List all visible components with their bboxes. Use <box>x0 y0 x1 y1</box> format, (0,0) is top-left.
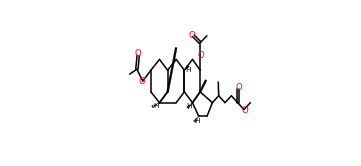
Text: O: O <box>235 83 242 92</box>
Text: O: O <box>198 51 205 60</box>
Text: O: O <box>135 49 142 58</box>
Text: H: H <box>153 103 159 109</box>
Polygon shape <box>167 47 177 92</box>
Text: H: H <box>194 118 200 124</box>
Text: H: H <box>185 67 190 73</box>
Text: O: O <box>188 31 195 40</box>
Text: H: H <box>187 103 192 109</box>
Polygon shape <box>199 80 207 92</box>
Text: O: O <box>242 106 248 115</box>
Text: O: O <box>138 77 145 85</box>
